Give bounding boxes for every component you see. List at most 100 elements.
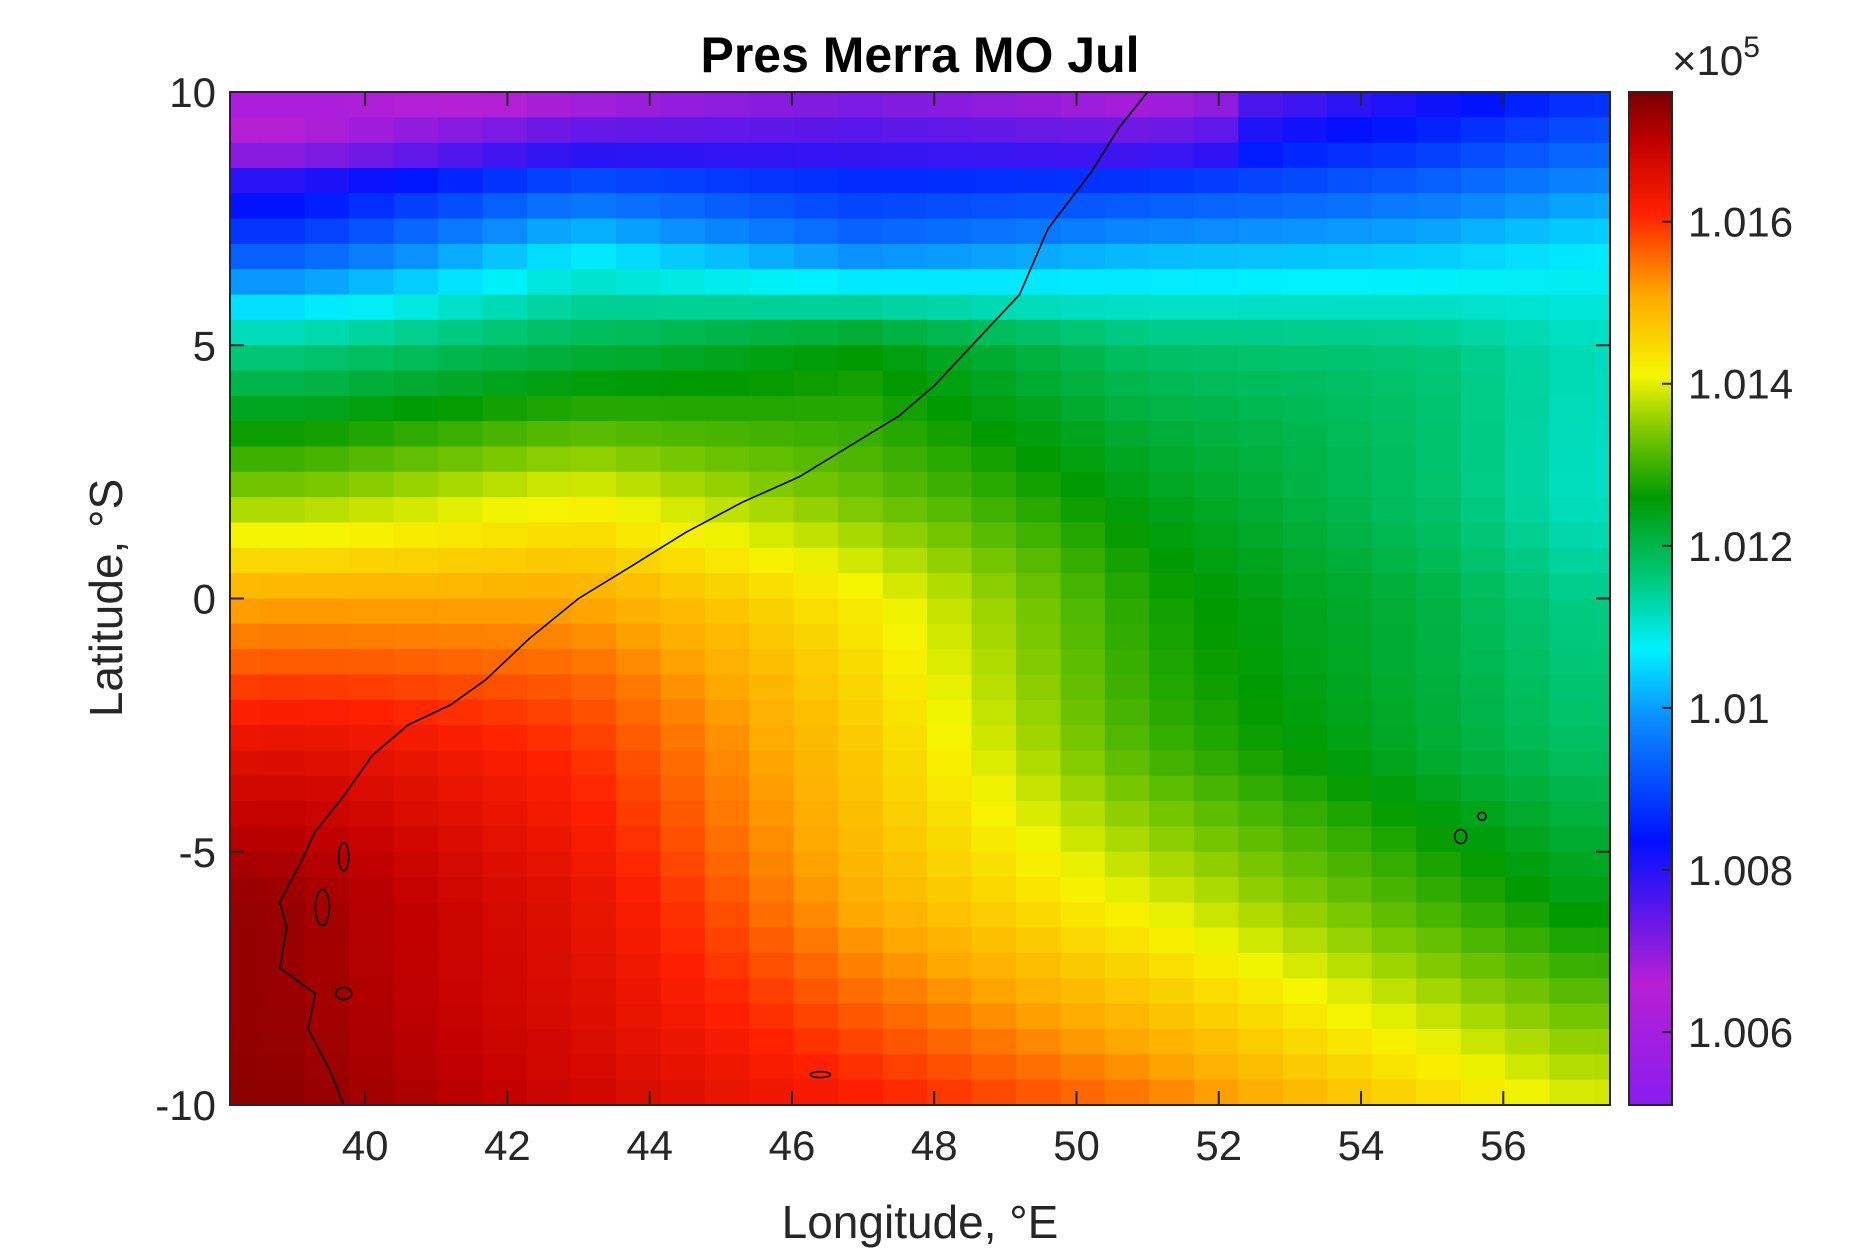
heatmap-cell xyxy=(1104,877,1151,904)
heatmap-cell xyxy=(615,168,662,195)
heatmap-cell xyxy=(971,851,1017,878)
heatmap-cell xyxy=(838,877,884,904)
heatmap-cell xyxy=(1060,345,1106,372)
heatmap-cell xyxy=(1416,547,1462,574)
heatmap-cell xyxy=(571,801,617,828)
heatmap-cell xyxy=(304,1054,350,1081)
heatmap-cell xyxy=(349,1029,395,1056)
heatmap-cell xyxy=(927,699,973,726)
heatmap-cell xyxy=(704,902,751,929)
island xyxy=(335,986,353,1001)
heatmap-cell xyxy=(1060,573,1106,600)
heatmap-cell xyxy=(393,598,439,625)
heatmap-cell xyxy=(260,547,306,574)
heatmap-cell xyxy=(230,497,262,524)
heatmap-cell xyxy=(1416,927,1462,954)
heatmap-cell xyxy=(927,243,973,270)
heatmap-cell xyxy=(571,826,617,853)
heatmap-cell xyxy=(660,1029,706,1056)
y-tick-label: 10 xyxy=(169,69,216,116)
heatmap-cell xyxy=(749,902,795,929)
heatmap-cell xyxy=(882,421,928,448)
heatmap-cell xyxy=(971,345,1017,372)
heatmap-cell xyxy=(1193,801,1240,828)
heatmap-cell xyxy=(793,193,839,220)
heatmap-cell xyxy=(438,978,484,1005)
heatmap-cell xyxy=(349,446,395,473)
heatmap-cell xyxy=(1549,1079,1595,1105)
heatmap-cell xyxy=(660,978,706,1005)
heatmap-cell xyxy=(971,1029,1017,1056)
heatmap-cell xyxy=(838,902,884,929)
heatmap-cell xyxy=(1460,1079,1506,1105)
heatmap-cell xyxy=(1327,471,1373,498)
heatmap-cell xyxy=(971,319,1017,346)
heatmap-cell xyxy=(1327,902,1373,929)
heatmap-cell xyxy=(838,269,884,296)
heatmap-cell xyxy=(393,168,439,195)
heatmap-cell xyxy=(927,775,973,802)
y-tick-label: 0 xyxy=(193,576,216,623)
heatmap-cell xyxy=(1594,395,1610,422)
heatmap-cell xyxy=(838,319,884,346)
heatmap-cell xyxy=(438,953,484,980)
heatmap-cell xyxy=(482,1054,528,1081)
heatmap-cell xyxy=(1505,193,1551,220)
heatmap-cell xyxy=(838,801,884,828)
heatmap-cell xyxy=(1594,877,1610,904)
heatmap-cell xyxy=(1594,142,1610,169)
heatmap-cell xyxy=(482,699,528,726)
heatmap-cell xyxy=(615,674,662,701)
heatmap-cell xyxy=(349,345,395,372)
heatmap-cell xyxy=(304,649,350,676)
heatmap-cell xyxy=(1416,750,1462,777)
heatmap-cell xyxy=(793,573,839,600)
heatmap-cell xyxy=(1460,446,1506,473)
heatmap-cell xyxy=(1327,522,1373,549)
heatmap-cell xyxy=(1549,851,1595,878)
heatmap-cell xyxy=(704,421,751,448)
heatmap-cell xyxy=(1416,168,1462,195)
heatmap-cell xyxy=(1505,142,1551,169)
heatmap-cell xyxy=(749,142,795,169)
heatmap-cell xyxy=(1416,598,1462,625)
heatmap-cell xyxy=(260,421,306,448)
heatmap-cell xyxy=(1238,193,1284,220)
heatmap-cell xyxy=(971,953,1017,980)
heatmap-cell xyxy=(1238,269,1284,296)
heatmap-cell xyxy=(230,953,262,980)
heatmap-cell xyxy=(1282,193,1329,220)
heatmap-cell xyxy=(704,699,751,726)
heatmap-cell xyxy=(438,1079,484,1105)
heatmap-cell xyxy=(1327,801,1373,828)
heatmap-cell xyxy=(349,927,395,954)
heatmap-cell xyxy=(1549,243,1595,270)
heatmap-cell xyxy=(1282,92,1329,119)
heatmap-cell xyxy=(571,395,617,422)
heatmap-cell xyxy=(1149,699,1195,726)
heatmap-cell xyxy=(1371,978,1417,1005)
heatmap-cell xyxy=(660,370,706,397)
heatmap-cell xyxy=(615,193,662,220)
heatmap-cell xyxy=(1371,953,1417,980)
heatmap-cells xyxy=(230,92,1610,1105)
heatmap-cell xyxy=(1327,395,1373,422)
heatmap-cell xyxy=(527,978,573,1005)
heatmap-cell xyxy=(1549,446,1595,473)
heatmap-cell xyxy=(749,598,795,625)
heatmap-cell xyxy=(482,269,528,296)
heatmap-cell xyxy=(704,92,751,119)
heatmap-cell xyxy=(349,92,395,119)
heatmap-cell xyxy=(971,269,1017,296)
heatmap-cell xyxy=(1193,92,1240,119)
heatmap-cell xyxy=(527,497,573,524)
heatmap-cell xyxy=(527,623,573,650)
heatmap-cell xyxy=(749,168,795,195)
heatmap-cell xyxy=(1104,1054,1151,1081)
heatmap-cell xyxy=(1193,269,1240,296)
heatmap-cell xyxy=(1104,421,1151,448)
heatmap-cell xyxy=(393,1054,439,1081)
heatmap-cell xyxy=(838,345,884,372)
heatmap-cell xyxy=(349,294,395,321)
heatmap-cell xyxy=(438,92,484,119)
